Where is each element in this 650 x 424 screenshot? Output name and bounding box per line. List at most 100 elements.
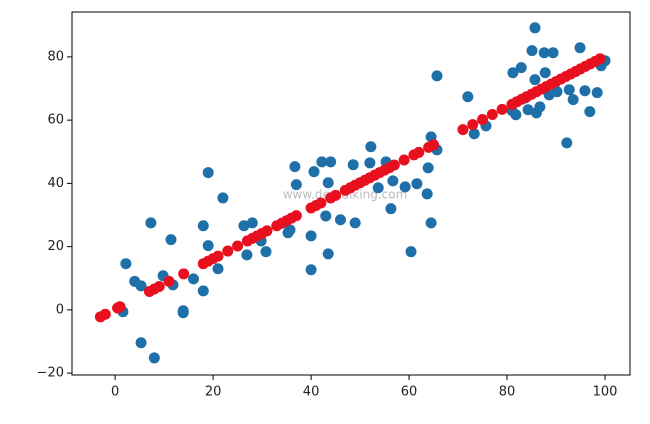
point xyxy=(547,47,559,59)
point xyxy=(462,91,474,103)
point xyxy=(330,189,342,201)
point xyxy=(467,119,479,131)
point xyxy=(315,197,327,209)
point xyxy=(522,104,534,116)
x-tick-label: 40 xyxy=(303,385,320,400)
point xyxy=(99,308,111,320)
y-tick-label: 40 xyxy=(47,176,64,191)
x-tick-label: 60 xyxy=(401,385,418,400)
x-tick-label: 0 xyxy=(111,385,119,400)
point xyxy=(163,275,175,287)
point xyxy=(322,177,334,189)
point xyxy=(563,84,575,96)
y-tick-label: 20 xyxy=(47,239,64,254)
point xyxy=(422,162,434,174)
y-tick-label: 60 xyxy=(47,113,64,128)
point xyxy=(413,146,425,158)
point xyxy=(477,114,489,126)
point xyxy=(365,141,377,153)
x-tick-label: 20 xyxy=(205,385,222,400)
point xyxy=(551,86,563,98)
point xyxy=(187,273,199,285)
point xyxy=(246,217,258,229)
point xyxy=(197,220,209,232)
point xyxy=(515,62,527,74)
point xyxy=(325,156,337,168)
point xyxy=(405,246,417,258)
point xyxy=(387,175,399,187)
y-tick-label: 80 xyxy=(47,49,64,64)
point xyxy=(334,214,346,226)
point xyxy=(364,157,376,169)
point xyxy=(349,217,361,229)
point xyxy=(177,305,189,317)
point xyxy=(421,188,433,200)
point xyxy=(510,109,522,121)
point xyxy=(468,128,480,140)
point xyxy=(529,74,541,86)
point xyxy=(153,280,165,292)
point xyxy=(241,249,253,261)
point xyxy=(347,159,359,171)
point xyxy=(305,264,317,276)
point xyxy=(579,85,591,97)
point xyxy=(114,301,126,313)
point xyxy=(290,179,302,191)
point xyxy=(425,217,437,229)
point xyxy=(372,182,384,194)
point xyxy=(284,224,296,236)
y-tick-label: −20 xyxy=(37,366,64,381)
point xyxy=(574,42,586,54)
point xyxy=(561,137,573,149)
point xyxy=(212,263,224,275)
point xyxy=(202,240,214,252)
point xyxy=(261,225,273,237)
point xyxy=(165,234,177,246)
point xyxy=(534,101,546,113)
point xyxy=(290,210,302,222)
point xyxy=(428,139,440,151)
point xyxy=(322,248,334,260)
point xyxy=(316,156,328,168)
point xyxy=(178,268,190,280)
point xyxy=(411,178,423,190)
x-tick-label: 100 xyxy=(593,385,618,400)
point xyxy=(584,106,596,118)
point xyxy=(507,67,519,79)
point xyxy=(197,285,209,297)
point xyxy=(567,94,579,106)
point xyxy=(594,53,606,65)
point xyxy=(529,22,541,34)
point xyxy=(120,258,132,270)
point xyxy=(305,230,317,242)
point xyxy=(388,159,400,171)
point xyxy=(135,337,147,349)
point xyxy=(289,161,301,173)
point xyxy=(145,217,157,229)
point xyxy=(431,70,443,82)
point xyxy=(399,181,411,193)
point xyxy=(260,246,272,258)
point xyxy=(591,87,603,99)
point xyxy=(202,167,214,179)
point xyxy=(238,220,250,232)
y-tick-label: 0 xyxy=(56,302,64,317)
point xyxy=(217,192,229,204)
point xyxy=(496,103,508,115)
plot-frame xyxy=(71,11,631,376)
point xyxy=(398,154,410,166)
x-tick-label: 80 xyxy=(499,385,516,400)
point xyxy=(308,166,320,178)
point xyxy=(385,203,397,215)
point xyxy=(320,210,332,222)
point xyxy=(539,67,551,79)
point xyxy=(135,280,147,292)
point xyxy=(232,240,244,252)
point xyxy=(148,352,160,364)
point xyxy=(457,124,469,136)
point xyxy=(526,45,538,57)
point xyxy=(486,108,498,120)
point xyxy=(538,47,550,59)
point xyxy=(222,245,234,257)
